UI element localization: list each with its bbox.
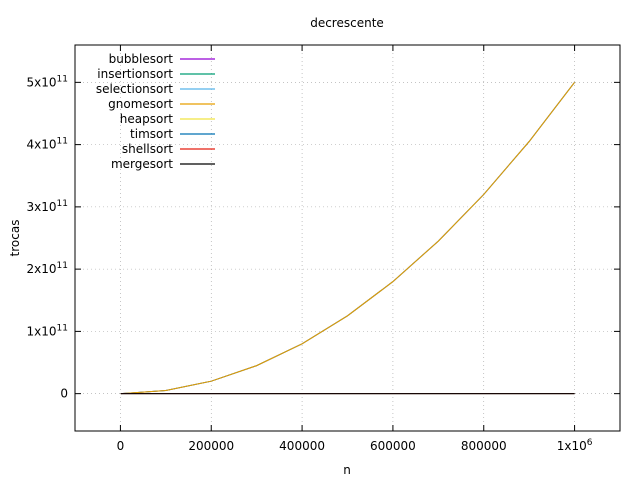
x-tick-label: 800000 [461,439,507,453]
y-axis-label: trocas [8,220,22,257]
x-tick-label: 1x106 [557,438,593,453]
series-line-insertionsort [120,82,575,395]
y-tick-label: 2x1011 [27,261,68,276]
grid [75,45,620,431]
x-tick-label: 400000 [279,439,325,453]
axis-ticks: 0 1x1011 2x1011 3x1011 4x1011 5x1011 0 200000 40… [27,45,620,453]
y-tick-label: 4x1011 [27,137,68,152]
x-tick-label: 600000 [370,439,416,453]
chart-title: decrescente [310,16,384,30]
plot-area-border [74,44,621,432]
x-tick-label: 0 [117,439,125,453]
legend-label-mergesort: mergesort [111,157,173,171]
y-tick-label: 1x1011 [27,323,68,338]
legend: bubblesortinsertionsortselectionsortgnom… [96,52,215,171]
legend-label-timsort: timsort [130,127,173,141]
legend-label-insertionsort: insertionsort [97,67,173,81]
series-line-gnomesort [120,82,575,395]
y-tick-label: 5x1011 [27,74,68,89]
series-line-bubblesort [120,82,575,395]
x-axis-label: n [343,463,351,477]
legend-label-gnomesort: gnomesort [108,97,173,111]
y-tick-label: 0 [60,387,68,401]
legend-label-bubblesort: bubblesort [109,52,174,66]
legend-label-heapsort: heapsort [120,112,173,126]
series-lines [120,82,575,395]
legend-label-shellsort: shellsort [122,142,173,156]
y-tick-label: 3x1011 [27,199,68,214]
x-tick-label: 200000 [188,439,234,453]
legend-label-selectionsort: selectionsort [96,82,173,96]
